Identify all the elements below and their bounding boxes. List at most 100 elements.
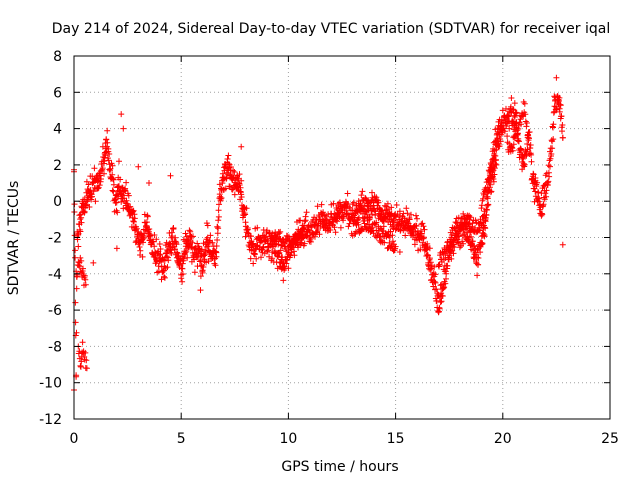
data-point (143, 224, 150, 231)
data-point (95, 184, 102, 191)
data-point (460, 240, 467, 247)
data-point (359, 188, 366, 195)
data-point (94, 172, 101, 179)
y-tick-label: 2 (53, 158, 62, 174)
data-point (481, 212, 487, 219)
data-point (72, 299, 79, 306)
data-point (355, 216, 361, 223)
data-point (342, 198, 349, 205)
data-point (77, 228, 84, 235)
data-point (127, 203, 134, 210)
data-point (151, 232, 158, 238)
data-point (392, 226, 399, 233)
data-point (329, 221, 336, 228)
data-point (247, 255, 254, 262)
data-point (210, 247, 217, 254)
data-point (479, 224, 485, 231)
data-point (422, 246, 429, 253)
data-point (484, 189, 491, 196)
data-point (131, 215, 138, 222)
x-tick-label: 20 (494, 431, 512, 447)
data-point (434, 290, 441, 297)
data-point (116, 158, 122, 165)
data-point (99, 143, 106, 150)
data-point (95, 185, 101, 192)
data-point (486, 180, 493, 186)
data-point (331, 224, 338, 231)
data-point (219, 180, 226, 187)
data-point (364, 202, 371, 209)
data-point (370, 196, 377, 203)
data-point (442, 255, 449, 261)
data-point (442, 280, 449, 287)
data-point (543, 187, 550, 194)
data-point (496, 143, 503, 150)
data-point (471, 254, 478, 261)
data-point (403, 205, 410, 212)
data-point (347, 216, 354, 222)
data-point (106, 166, 113, 173)
data-point (525, 134, 532, 141)
data-point (275, 241, 282, 248)
data-point (300, 225, 306, 232)
y-tick-label: -12 (39, 412, 62, 428)
data-point (490, 163, 497, 170)
data-point (473, 251, 479, 258)
data-point (355, 198, 362, 205)
data-point (274, 265, 281, 272)
data-point (450, 250, 457, 257)
data-point (121, 198, 128, 204)
data-point (496, 116, 503, 123)
data-point (186, 227, 193, 234)
data-point (436, 305, 443, 312)
data-point (467, 214, 474, 221)
data-point (320, 209, 327, 216)
data-point (327, 216, 334, 223)
data-point (110, 188, 117, 195)
data-point (521, 152, 528, 159)
data-point (182, 249, 189, 256)
data-point (254, 243, 261, 249)
data-point (277, 228, 284, 235)
data-point (527, 142, 534, 148)
data-point (204, 222, 211, 229)
data-point (72, 247, 79, 254)
data-point (507, 107, 514, 113)
data-point (505, 112, 512, 119)
y-tick-label: 8 (53, 49, 62, 65)
data-point (155, 268, 162, 275)
data-point (119, 184, 126, 191)
data-point (386, 210, 393, 217)
data-point (532, 175, 539, 181)
data-point (101, 170, 107, 177)
data-point (310, 217, 317, 223)
data-point (392, 243, 399, 250)
data-point (443, 270, 450, 277)
data-point (215, 225, 222, 232)
data-point (135, 163, 142, 170)
data-point (362, 213, 368, 220)
data-point (504, 133, 511, 140)
data-point (556, 105, 563, 112)
data-point (463, 229, 470, 236)
data-point (285, 265, 292, 272)
data-point (536, 195, 543, 202)
data-point (324, 218, 330, 225)
data-point (209, 239, 216, 246)
data-point (548, 153, 554, 159)
chart-title: Day 214 of 2024, Sidereal Day-to-day VTE… (52, 21, 610, 37)
data-point (157, 251, 164, 258)
data-point (231, 191, 238, 198)
y-tick-label: -4 (48, 267, 62, 283)
data-point (511, 100, 518, 107)
data-point (215, 213, 222, 220)
data-point (544, 182, 551, 189)
data-point (519, 166, 526, 173)
data-point (398, 220, 405, 227)
data-point (225, 152, 232, 159)
data-point (522, 118, 529, 125)
data-point (249, 241, 256, 248)
data-point (317, 223, 324, 230)
data-point (161, 274, 168, 281)
data-point (77, 254, 84, 261)
